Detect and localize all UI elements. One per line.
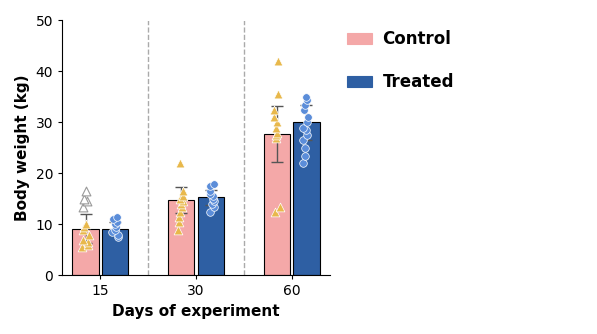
Point: [82, 222, 91, 227]
Point: [84, 239, 93, 245]
Bar: [198, 197, 224, 276]
Point: [111, 224, 121, 230]
Point: [301, 128, 310, 133]
Point: [205, 191, 215, 196]
Point: [207, 201, 217, 207]
Point: [272, 133, 281, 138]
Point: [273, 92, 283, 97]
Point: [208, 194, 218, 199]
Bar: [168, 200, 195, 276]
Point: [299, 107, 309, 113]
Point: [205, 183, 215, 189]
Point: [300, 145, 309, 151]
Point: [300, 102, 310, 107]
Point: [112, 214, 122, 219]
Point: [301, 94, 311, 100]
Point: [272, 130, 281, 135]
Bar: [293, 123, 319, 276]
Point: [178, 194, 187, 199]
Legend: Control, Treated: Control, Treated: [341, 24, 461, 98]
Point: [271, 125, 281, 130]
Point: [208, 196, 217, 202]
Point: [113, 232, 122, 237]
Point: [298, 138, 308, 143]
Point: [175, 196, 184, 202]
X-axis label: Days of experiment: Days of experiment: [112, 304, 280, 319]
Point: [269, 107, 279, 113]
Bar: [264, 134, 290, 276]
Point: [173, 227, 183, 232]
Point: [302, 120, 312, 125]
Point: [269, 115, 278, 120]
Point: [273, 58, 282, 64]
Point: [272, 135, 281, 140]
Point: [272, 120, 281, 125]
Point: [176, 201, 186, 207]
Point: [298, 161, 308, 166]
Point: [112, 219, 122, 224]
Point: [176, 161, 185, 166]
Point: [174, 214, 183, 219]
Point: [177, 204, 187, 209]
Point: [110, 227, 120, 232]
Point: [304, 115, 313, 120]
Point: [81, 189, 91, 194]
Bar: [102, 228, 128, 276]
Point: [82, 199, 92, 204]
Point: [79, 204, 88, 209]
Point: [78, 237, 87, 242]
Point: [178, 189, 187, 194]
Bar: [72, 228, 99, 276]
Point: [79, 224, 89, 230]
Point: [209, 204, 219, 209]
Point: [84, 232, 94, 237]
Point: [107, 229, 116, 235]
Point: [301, 133, 311, 138]
Point: [113, 234, 123, 240]
Point: [275, 204, 285, 209]
Point: [209, 199, 219, 204]
Point: [205, 209, 214, 214]
Point: [300, 153, 310, 158]
Point: [108, 217, 118, 222]
Point: [270, 209, 279, 214]
Point: [303, 97, 312, 102]
Point: [78, 245, 87, 250]
Point: [298, 125, 308, 130]
Point: [78, 227, 88, 232]
Point: [206, 189, 216, 194]
Point: [84, 242, 93, 247]
Point: [175, 209, 184, 214]
Point: [179, 199, 188, 204]
Point: [210, 181, 219, 186]
Point: [174, 219, 183, 224]
Point: [110, 222, 120, 227]
Point: [79, 196, 89, 202]
Y-axis label: Body weight (kg): Body weight (kg): [15, 75, 30, 221]
